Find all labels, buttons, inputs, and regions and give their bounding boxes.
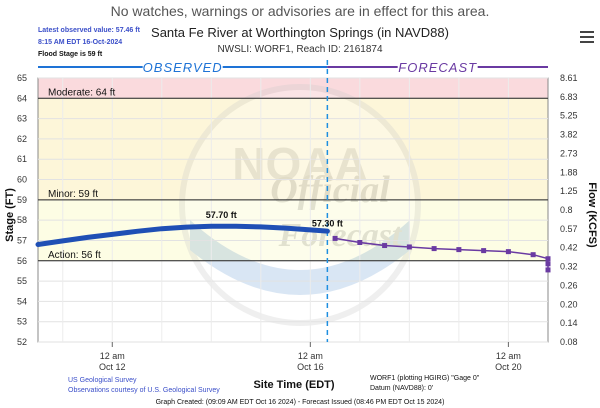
forecast-point: [406, 244, 412, 250]
datum-line-1: WORF1 (plotting HGIRG) "Gage 0": [370, 375, 480, 382]
flood-stage-note: Flood Stage is 59 ft: [38, 51, 103, 58]
y-tick-label: 52: [17, 337, 27, 347]
y-tick-label: 65: [17, 73, 27, 83]
y2-tick-label: 8.61: [560, 73, 578, 83]
x-tick-label: 12 am: [496, 351, 521, 361]
forecast-point: [530, 252, 536, 258]
graph-created-note: Graph Created: (09:09 AM EDT Oct 16 2024…: [156, 399, 445, 406]
forecast-point: [545, 261, 551, 267]
latest-observed-label: Latest observed value: 57.46 ft: [38, 27, 141, 34]
y2-tick-label: 0.08: [560, 337, 578, 347]
y-tick-label: 61: [17, 154, 27, 164]
y2-tick-label: 0.8: [560, 205, 573, 215]
observed-label: OBSERVED: [143, 60, 223, 75]
y2-tick-label: 2.73: [560, 148, 578, 158]
section-label-backing: [397, 60, 478, 74]
menu-icon[interactable]: [580, 31, 594, 43]
y-tick-label: 53: [17, 317, 27, 327]
y-tick-label: 59: [17, 195, 27, 205]
chart-subtitle: NWSLI: WORF1, Reach ID: 2161874: [217, 44, 383, 55]
y2-tick-label: 6.83: [560, 92, 578, 102]
y-tick-label: 57: [17, 235, 27, 245]
y-tick-label: 54: [17, 296, 27, 306]
flood-category-label: Minor: 59 ft: [48, 189, 98, 200]
forecast-point: [456, 247, 462, 253]
point-value-label: 57.30 ft: [312, 218, 343, 228]
y2-tick-label: 0.26: [560, 280, 578, 290]
forecast-label: FORECAST: [398, 60, 477, 75]
watermark-forecast: Forecast: [278, 217, 403, 254]
forecast-point: [545, 256, 551, 262]
flood-category-label: Action: 56 ft: [48, 250, 101, 261]
watermark-logo: NOAA: [232, 138, 367, 190]
forecast-point: [505, 249, 511, 255]
forecast-point: [545, 267, 551, 273]
x-axis-title: Site Time (EDT): [253, 379, 334, 391]
credit-usgs: US Geological Survey: [68, 377, 137, 384]
forecast-point: [382, 243, 388, 249]
observed-series-line: [35, 223, 330, 247]
section-label-backing: [142, 60, 223, 74]
forecast-point: [431, 246, 437, 252]
chart-title: Santa Fe River at Worthington Springs (i…: [151, 25, 449, 40]
y2-tick-label: 0.32: [560, 262, 578, 272]
y2-tick-label: 1.88: [560, 167, 578, 177]
y-tick-label: 63: [17, 114, 27, 124]
x-tick-date: Oct 20: [495, 362, 522, 372]
x-tick-label: 12 am: [298, 351, 323, 361]
forecast-point: [332, 235, 338, 241]
y-tick-label: 60: [17, 175, 27, 185]
y2-tick-label: 5.25: [560, 111, 578, 121]
watermark-official: Official: [270, 169, 390, 211]
y2-tick-label: 0.42: [560, 243, 578, 253]
y-tick-label: 62: [17, 134, 27, 144]
y2-tick-label: 1.25: [560, 186, 578, 196]
y-tick-label: 58: [17, 215, 27, 225]
y2-tick-label: 3.82: [560, 130, 578, 140]
forecast-point: [481, 248, 487, 254]
point-value-label: 57.70 ft: [206, 210, 237, 220]
y-tick-label: 64: [17, 93, 27, 103]
y2-tick-label: 0.14: [560, 318, 578, 328]
flood-category-band: [38, 98, 548, 200]
y-tick-label: 55: [17, 276, 27, 286]
y-tick-label: 56: [17, 256, 27, 266]
y2-tick-label: 0.57: [560, 224, 578, 234]
y2-tick-label: 0.20: [560, 299, 578, 309]
x-tick-label: 12 am: [100, 351, 125, 361]
latest-observed-time: 8:15 AM EDT 16-Oct-2024: [38, 39, 122, 46]
y-axis-title: Stage (FT): [4, 188, 16, 242]
x-tick-date: Oct 12: [99, 362, 126, 372]
y2-axis-title: Flow (KCFS): [586, 182, 598, 248]
datum-line-2: Datum (NAVD88): 0': [370, 385, 433, 392]
forecast-point: [357, 239, 363, 245]
no-advisories-banner: No watches, warnings or advisories are i…: [110, 3, 490, 19]
x-tick-date: Oct 16: [297, 362, 324, 372]
credit-observations: Observations courtesy of U.S. Geological…: [68, 387, 220, 394]
flood-category-label: Moderate: 64 ft: [48, 87, 115, 98]
noaa-watermark: NOAA Official Forecast: [179, 84, 421, 326]
flood-category-band: [38, 78, 548, 99]
